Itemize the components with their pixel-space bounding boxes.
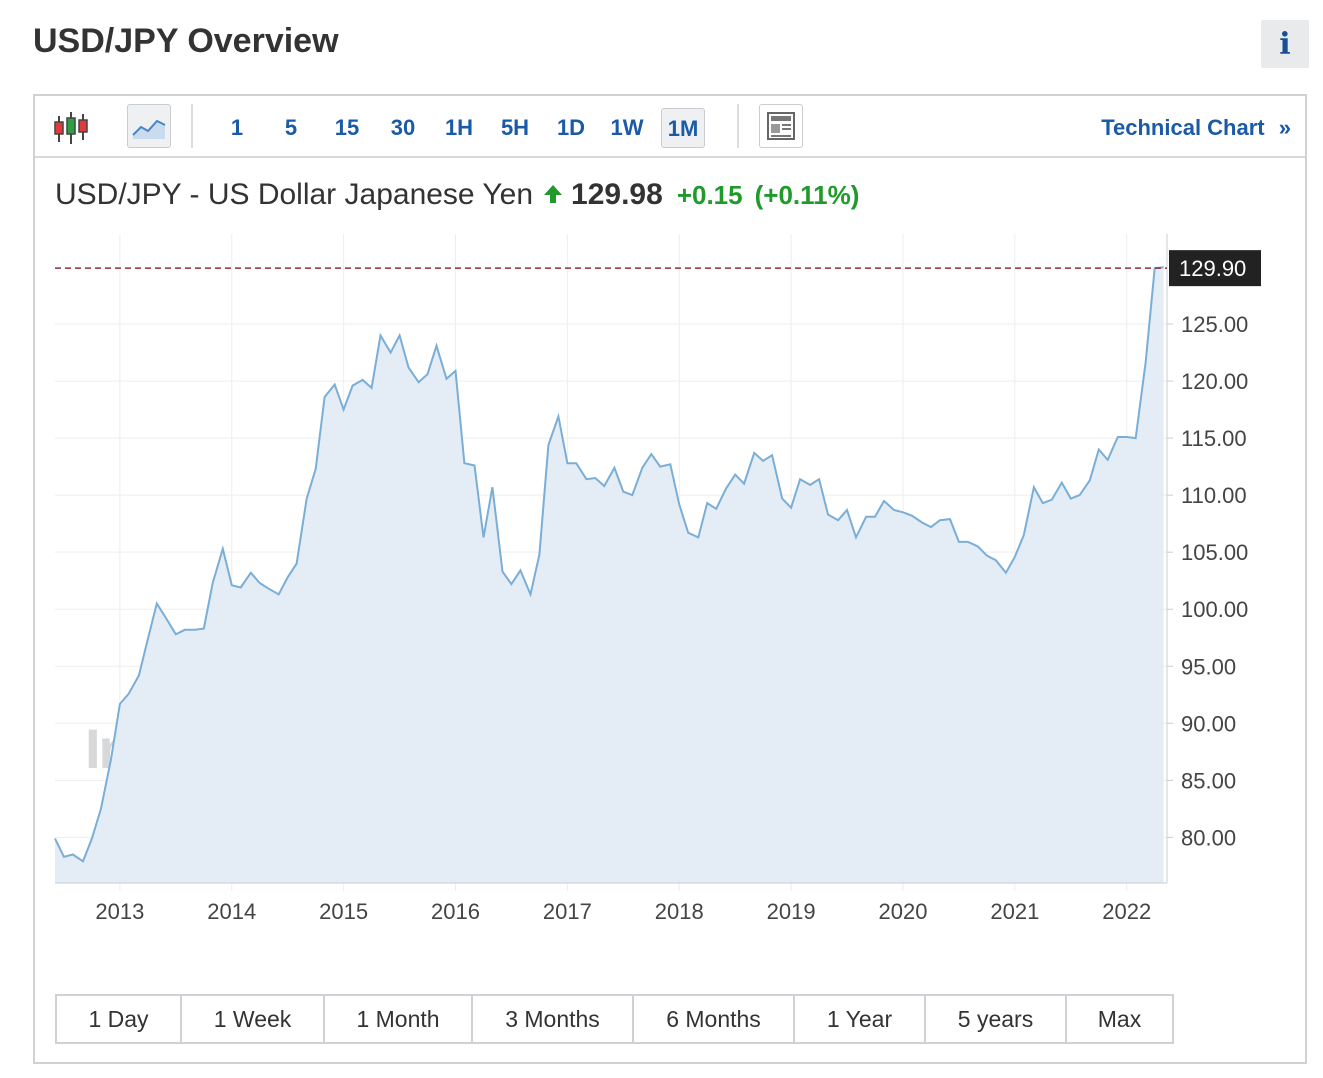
interval-button-1d[interactable]: 1D	[556, 115, 586, 140]
x-tick-label: 2013	[95, 899, 144, 924]
y-tick-label: 90.00	[1181, 711, 1236, 736]
price-change: +0.15	[676, 179, 743, 210]
double-chevron-right-icon: »	[1278, 115, 1291, 140]
range-button-6-months[interactable]: 6 Months	[634, 996, 795, 1042]
x-tick-label: 2022	[1102, 899, 1151, 924]
range-button-max[interactable]: Max	[1067, 996, 1172, 1042]
y-tick-label: 125.00	[1181, 312, 1248, 337]
instrument-name: USD/JPY - US Dollar Japanese Yen	[55, 178, 534, 211]
y-tick-label: 85.00	[1181, 768, 1236, 793]
x-tick-label: 2018	[655, 899, 704, 924]
toolbar-divider	[191, 104, 193, 148]
toolbar-divider	[737, 104, 739, 148]
range-button-1-month[interactable]: 1 Month	[325, 996, 473, 1042]
chart-widget: 1 5 15 30 1H 5H 1D 1W 1M Technical Chart » USD/J…	[33, 94, 1307, 1064]
range-button-5-years[interactable]: 5 years	[926, 996, 1067, 1042]
interval-button-5[interactable]: 5	[284, 115, 298, 140]
y-tick-label: 80.00	[1181, 825, 1236, 850]
chart-toolbar: 1 5 15 30 1H 5H 1D 1W 1M Technical Chart »	[35, 96, 1305, 158]
x-tick-label: 2015	[319, 899, 368, 924]
y-tick-label: 110.00	[1181, 483, 1247, 508]
y-tick-label: 100.00	[1181, 597, 1248, 622]
technical-chart-label: Technical Chart	[1101, 115, 1265, 140]
price-line	[54, 266, 1164, 863]
current-price-label: 129.90	[1179, 256, 1246, 281]
y-tick-label: 95.00	[1181, 654, 1236, 679]
page-title: USD/JPY Overview	[33, 22, 339, 60]
price-area	[55, 267, 1164, 883]
x-tick-label: 2017	[543, 899, 592, 924]
x-tick-label: 2019	[767, 899, 816, 924]
area-chart-icon[interactable]	[127, 104, 171, 148]
y-tick-label: 105.00	[1181, 540, 1248, 565]
interval-button-30[interactable]: 30	[390, 115, 416, 140]
x-tick-label: 2016	[431, 899, 480, 924]
time-range-selector: 1 Day 1 Week 1 Month 3 Months 6 Months 1 Year…	[55, 994, 1174, 1044]
interval-button-1m[interactable]: 1M	[661, 108, 705, 148]
quote-header: USD/JPY - US Dollar Japanese Yen 129.98 …	[55, 178, 871, 212]
interval-button-1h[interactable]: 1H	[444, 115, 474, 140]
last-price: 129.98	[571, 178, 663, 211]
x-tick-label: 2014	[207, 899, 256, 924]
info-icon: i	[1279, 26, 1291, 62]
interval-button-5h[interactable]: 5H	[500, 115, 530, 140]
current-price-badge	[1169, 250, 1261, 287]
technical-chart-link[interactable]: Technical Chart »	[1101, 108, 1291, 148]
candlestick-chart-icon[interactable]	[49, 106, 93, 150]
x-tick-label: 2020	[879, 899, 928, 924]
interval-button-15[interactable]: 15	[334, 115, 360, 140]
price-chart[interactable]: Investing.com125.00120.00115.00110.00105…	[35, 96, 1305, 986]
news-overlay-icon[interactable]	[759, 104, 803, 148]
interval-button-1w[interactable]: 1W	[610, 115, 644, 140]
range-button-1-year[interactable]: 1 Year	[795, 996, 926, 1042]
price-change-percent: (+0.11%)	[754, 179, 860, 210]
x-tick-label: 2021	[990, 899, 1039, 924]
y-tick-label: 120.00	[1181, 369, 1248, 394]
y-tick-label: 115.00	[1181, 426, 1247, 451]
range-button-1-week[interactable]: 1 Week	[182, 996, 325, 1042]
up-arrow-icon	[543, 178, 563, 212]
info-button[interactable]: i	[1261, 20, 1309, 68]
range-button-1-day[interactable]: 1 Day	[57, 996, 182, 1042]
interval-button-1[interactable]: 1	[230, 115, 244, 140]
range-button-3-months[interactable]: 3 Months	[473, 996, 634, 1042]
